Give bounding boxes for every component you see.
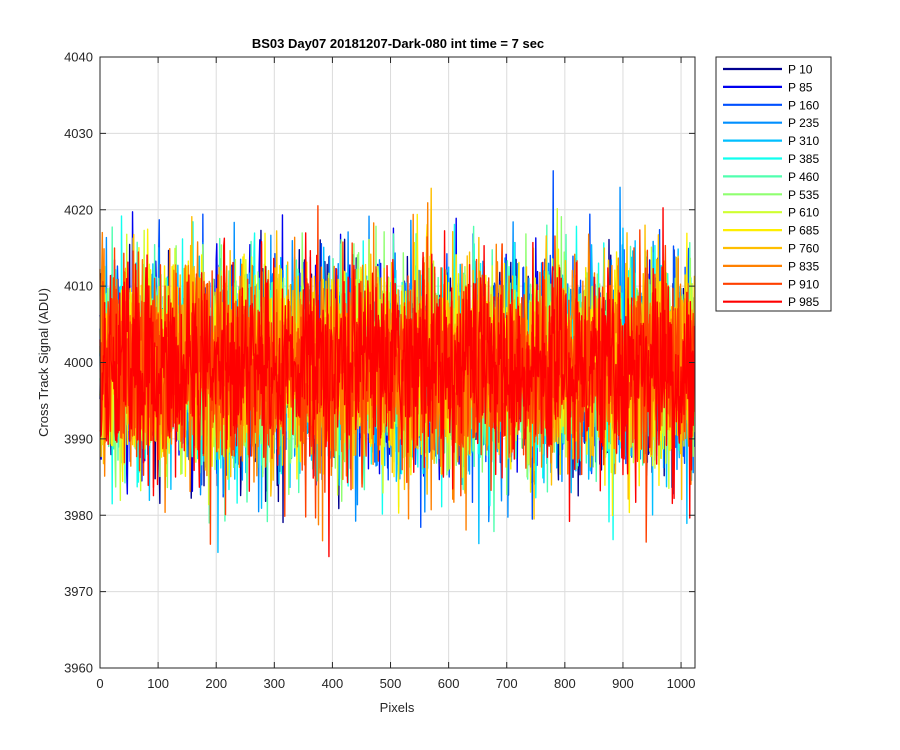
series-layer: [99, 170, 696, 558]
x-tick-label: 300: [263, 676, 285, 691]
legend-items: P 10 P 85 P 160 P 235 P 310 P 385 P 460 P 535 P …: [723, 63, 819, 309]
y-axis-label: Cross Track Signal (ADU): [36, 288, 51, 437]
legend-label: P 235: [788, 116, 819, 130]
y-tick-label: 4020: [64, 202, 93, 217]
x-tick-label: 100: [147, 676, 169, 691]
legend-label: P 10: [788, 63, 813, 77]
legend-label: P 835: [788, 259, 819, 273]
x-tick-label: 900: [612, 676, 634, 691]
legend-label: P 310: [788, 134, 819, 148]
x-tick-label: 400: [322, 676, 344, 691]
legend-label: P 385: [788, 152, 819, 166]
y-tick-labels: 3960 3970 3980 3990 4000 4010 4020 4030 4040: [64, 50, 93, 676]
y-tick-label: 3990: [64, 431, 93, 446]
legend-label: P 460: [788, 170, 819, 184]
x-tick-label: 200: [205, 676, 227, 691]
series-line-p-985: [99, 207, 696, 558]
legend-label: P 760: [788, 242, 819, 256]
x-tick-label: 700: [496, 676, 518, 691]
y-tick-label: 3960: [64, 661, 93, 676]
x-tick-label: 800: [554, 676, 576, 691]
x-axis-label: Pixels: [380, 700, 415, 715]
y-tick-label: 4000: [64, 355, 93, 370]
y-tick-label: 4010: [64, 279, 93, 294]
legend: P 10 P 85 P 160 P 235 P 310 P 385 P 460 P 535 P …: [715, 56, 832, 312]
legend-box: [715, 56, 832, 312]
legend-label: P 85: [788, 80, 813, 94]
legend-label: P 985: [788, 295, 819, 309]
x-tick-label: 600: [438, 676, 460, 691]
y-tick-label: 3980: [64, 508, 93, 523]
legend-label: P 910: [788, 277, 819, 291]
x-tick-label: 500: [380, 676, 402, 691]
legend-label: P 685: [788, 224, 819, 238]
legend-label: P 610: [788, 206, 819, 220]
x-tick-label: 0: [96, 676, 103, 691]
series-line-p-910: [99, 205, 696, 545]
x-tick-labels: 0 100 200 300 400 500 600 700 800 900 1000: [96, 676, 695, 691]
y-tick-label: 3970: [64, 584, 93, 599]
axis-ticks: [99, 56, 695, 669]
legend-label: P 535: [788, 188, 819, 202]
x-tick-label: 1000: [667, 676, 696, 691]
y-tick-label: 4040: [64, 50, 93, 65]
chart-title: BS03 Day07 20181207-Dark-080 int time = …: [252, 36, 544, 51]
y-tick-label: 4030: [64, 126, 93, 141]
plot-area: [99, 56, 696, 669]
legend-label: P 160: [788, 98, 819, 112]
